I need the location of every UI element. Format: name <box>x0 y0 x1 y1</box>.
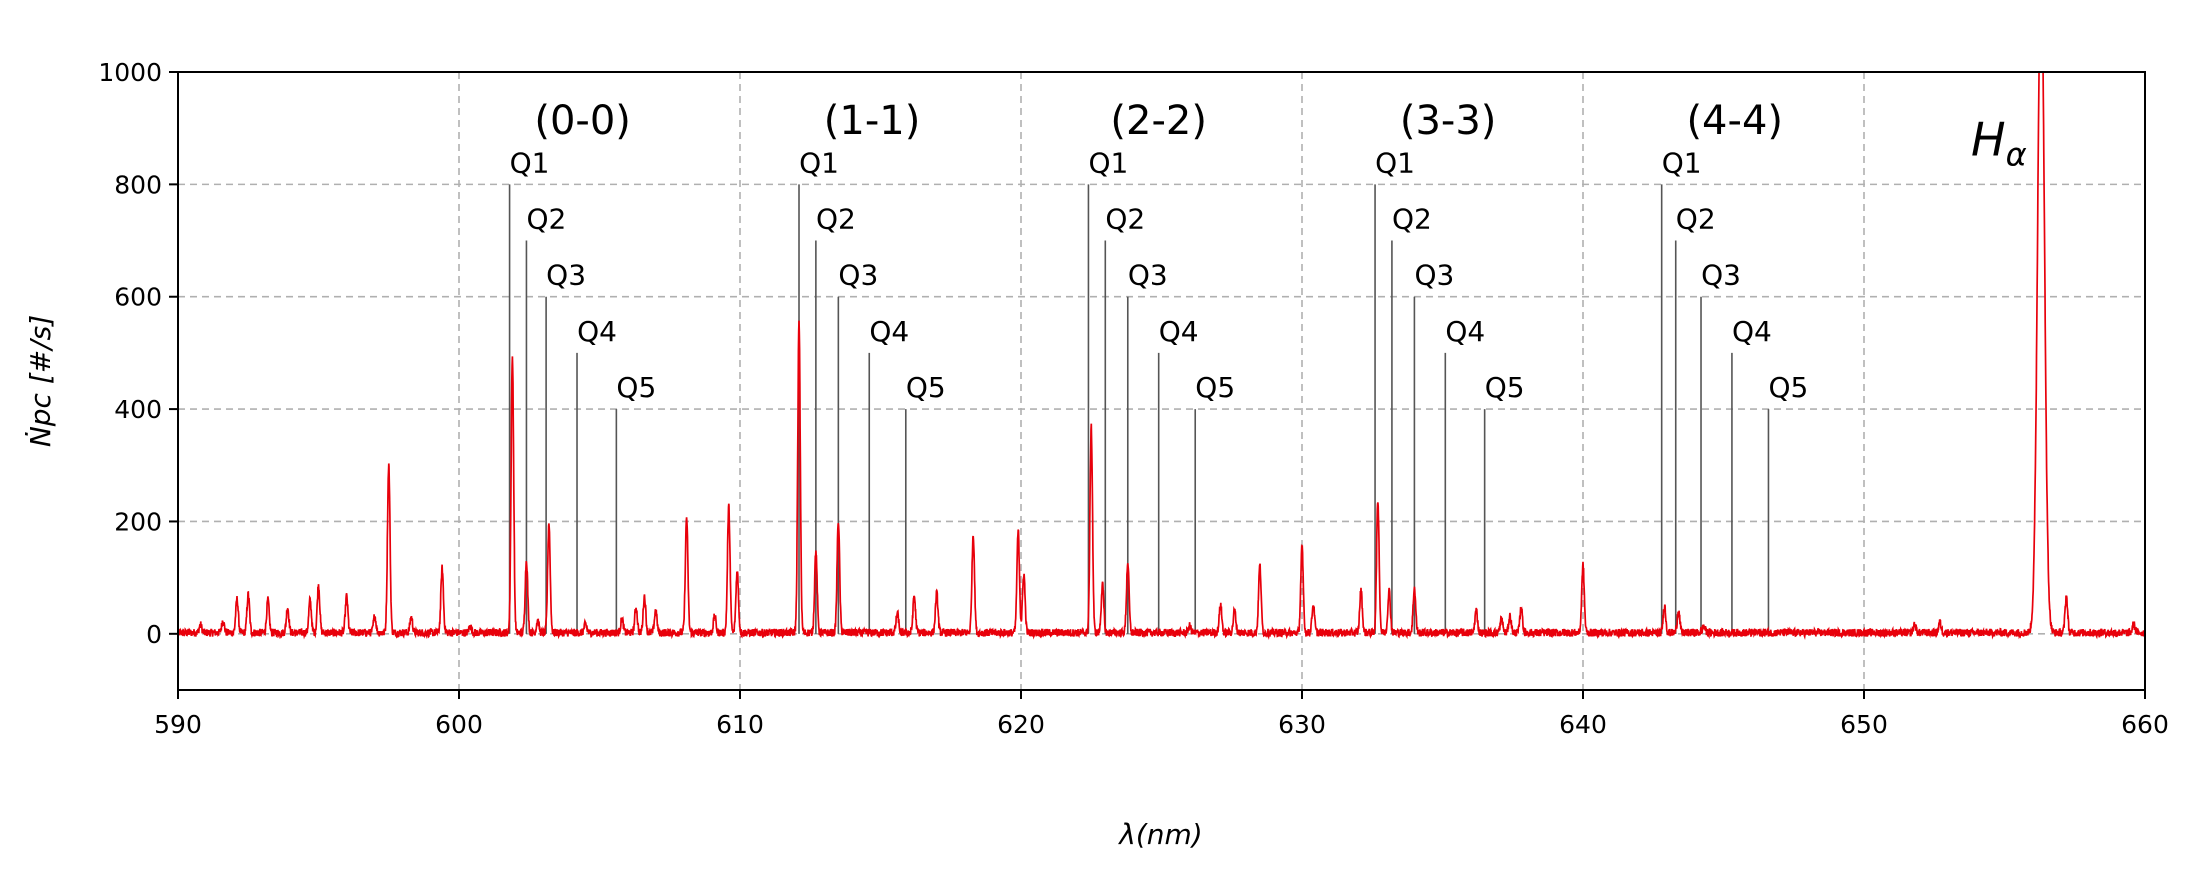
grid-lines <box>178 72 2145 690</box>
x-tick-label: 610 <box>716 710 764 739</box>
y-tick-label: 600 <box>114 283 162 312</box>
band-label: (0-0) <box>534 98 631 144</box>
x-axis-label: λ(nm) <box>1117 818 1202 851</box>
q-line-label: Q4 <box>1445 315 1485 348</box>
q-line-label: Q4 <box>577 315 617 348</box>
q-line-label: Q2 <box>1392 203 1432 236</box>
axis-ticks: 590 600 610 620 630 640 650 660 0 200 400 600 800 100… <box>98 58 2168 739</box>
band-label: (3-3) <box>1400 98 1497 144</box>
q-line-label: Q1 <box>510 146 550 179</box>
q-line-label: Q1 <box>1662 146 1702 179</box>
x-tick-label: 620 <box>997 710 1045 739</box>
h-alpha-label: Hα <box>1971 112 2027 173</box>
band-label: (1-1) <box>824 98 921 144</box>
q-line-label: Q1 <box>1089 146 1129 179</box>
x-tick-label: 640 <box>1559 710 1607 739</box>
y-tick-label: 1000 <box>98 58 162 87</box>
series-layer <box>178 72 2145 640</box>
y-tick-label: 0 <box>146 620 162 649</box>
band-label: (4-4) <box>1686 98 1783 144</box>
y-tick-label: 400 <box>114 395 162 424</box>
q-line-label: Q2 <box>527 203 567 236</box>
y-axis-label: Ṅpc [#/s] <box>24 315 57 447</box>
y-tick-label: 200 <box>114 507 162 536</box>
q-line-label: Q5 <box>1769 371 1809 404</box>
q-line-label: Q2 <box>1676 203 1716 236</box>
q-line-label: Q2 <box>816 203 856 236</box>
q-line-label: Q4 <box>1159 315 1199 348</box>
q-line-label: Q3 <box>1414 259 1454 292</box>
annotation-lines <box>508 184 1770 634</box>
plot-frame <box>177 71 2146 691</box>
q-line-label: Q5 <box>616 371 656 404</box>
q-line-label: Q1 <box>799 146 839 179</box>
q-line-label: Q3 <box>1128 259 1168 292</box>
annotation-labels: Q1Q2Q3Q4Q5Q1Q2Q3Q4Q5Q1Q2Q3Q4Q5Q1Q2Q3Q4Q5… <box>510 98 2027 404</box>
x-tick-label: 600 <box>435 710 483 739</box>
q-line-label: Q3 <box>838 259 878 292</box>
q-line-label: Q4 <box>869 315 909 348</box>
x-tick-label: 630 <box>1278 710 1326 739</box>
q-line-label: Q1 <box>1375 146 1415 179</box>
spectrum-series-line <box>178 72 2145 640</box>
q-line-label: Q5 <box>1195 371 1235 404</box>
q-line-label: Q2 <box>1105 203 1145 236</box>
q-line-label: Q5 <box>906 371 946 404</box>
y-tick-label: 800 <box>114 170 162 199</box>
q-line-label: Q5 <box>1485 371 1525 404</box>
q-line-label: Q3 <box>546 259 586 292</box>
q-line-label: Q4 <box>1732 315 1772 348</box>
x-tick-label: 590 <box>154 710 202 739</box>
x-tick-label: 650 <box>1840 710 1888 739</box>
x-tick-label: 660 <box>2121 710 2169 739</box>
q-line-label: Q3 <box>1701 259 1741 292</box>
band-label: (2-2) <box>1110 98 1207 144</box>
